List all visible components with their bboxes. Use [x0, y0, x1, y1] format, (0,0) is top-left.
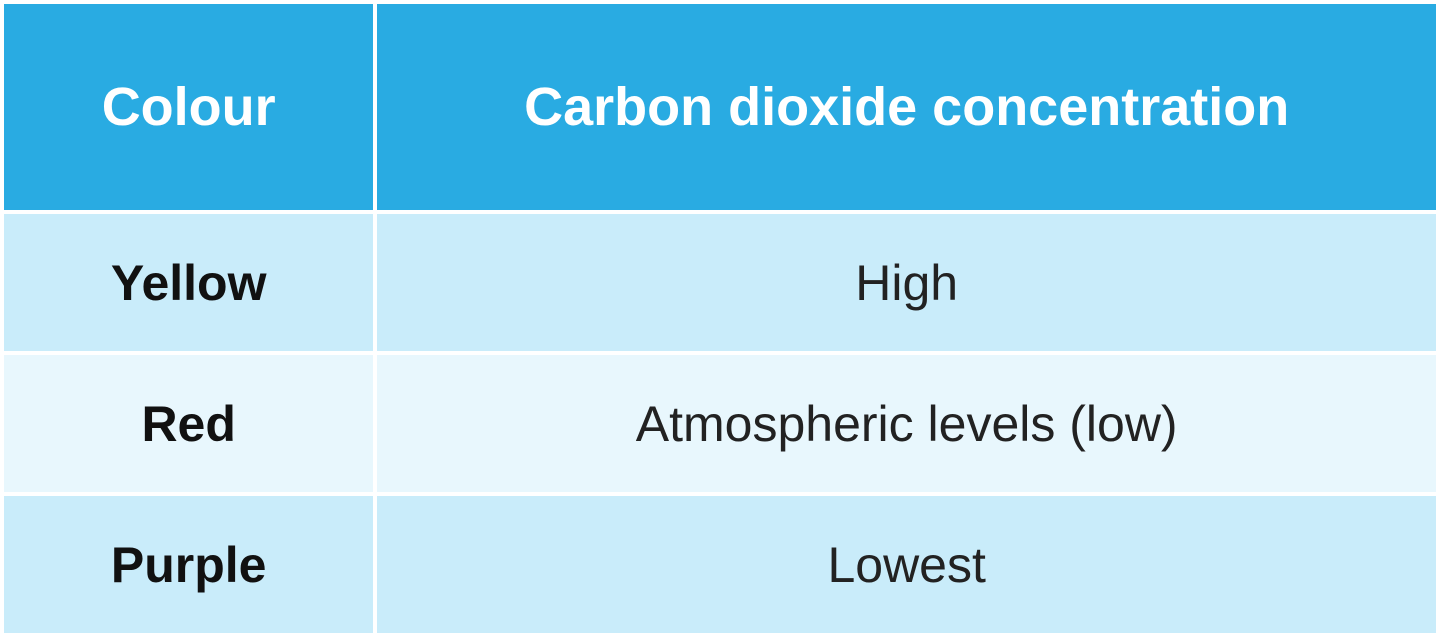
- co2-colour-table: Colour Carbon dioxide concentration Yell…: [0, 0, 1440, 637]
- header-concentration: Carbon dioxide concentration: [375, 2, 1438, 212]
- cell-colour: Red: [2, 353, 375, 494]
- table-header-row: Colour Carbon dioxide concentration: [2, 2, 1438, 212]
- cell-concentration: Lowest: [375, 494, 1438, 635]
- cell-concentration: High: [375, 212, 1438, 353]
- table-row: Red Atmospheric levels (low): [2, 353, 1438, 494]
- cell-colour: Yellow: [2, 212, 375, 353]
- cell-colour: Purple: [2, 494, 375, 635]
- cell-concentration: Atmospheric levels (low): [375, 353, 1438, 494]
- table-row: Yellow High: [2, 212, 1438, 353]
- header-colour: Colour: [2, 2, 375, 212]
- table-row: Purple Lowest: [2, 494, 1438, 635]
